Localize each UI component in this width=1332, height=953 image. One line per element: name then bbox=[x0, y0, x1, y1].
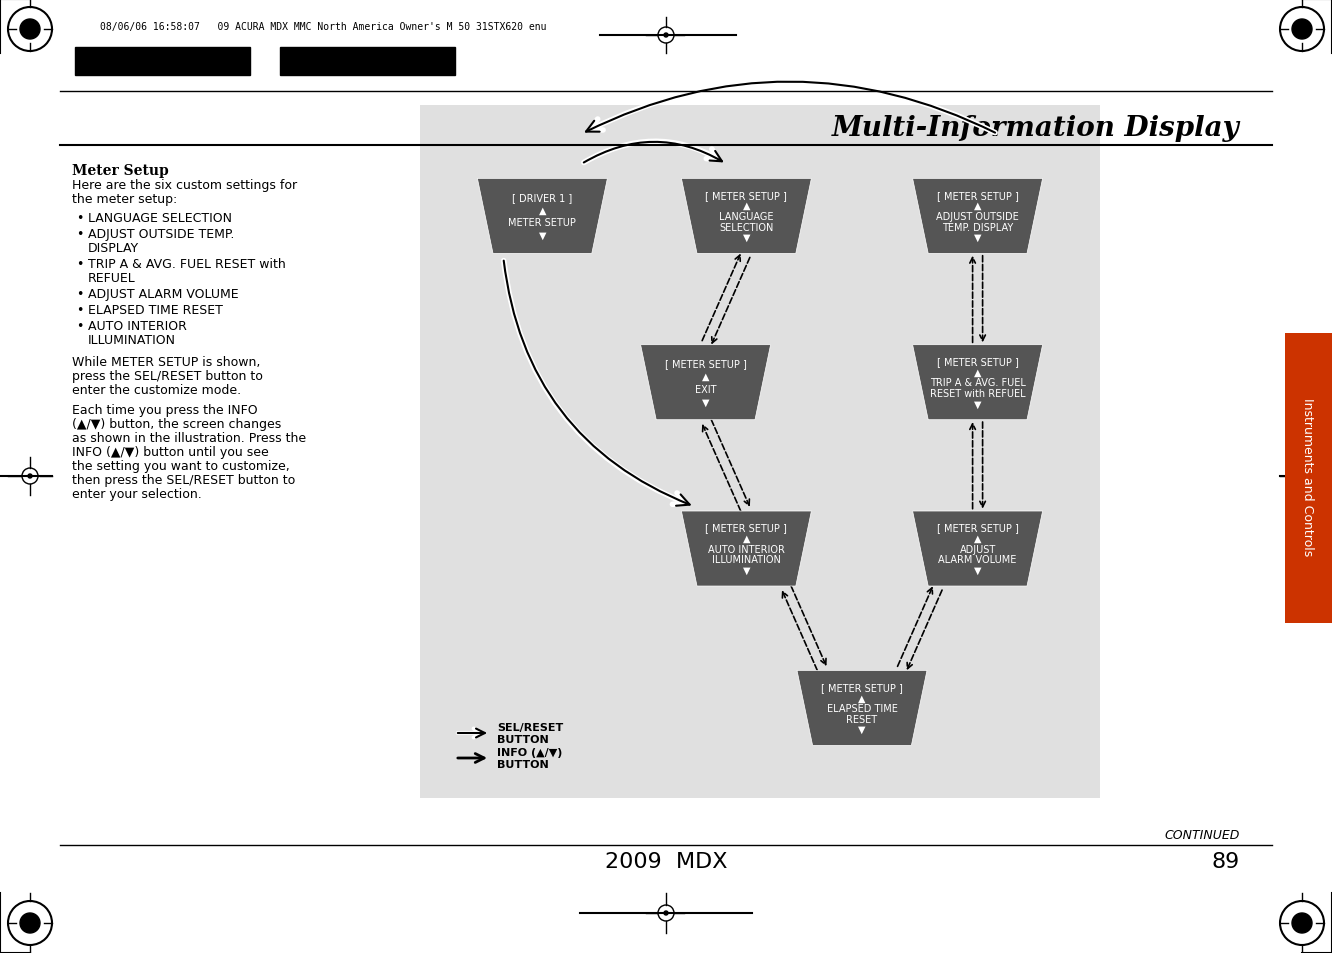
Text: ILLUMINATION: ILLUMINATION bbox=[713, 555, 781, 564]
Text: ▲: ▲ bbox=[974, 201, 982, 211]
Text: the setting you want to customize,: the setting you want to customize, bbox=[72, 459, 290, 473]
Text: LANGUAGE SELECTION: LANGUAGE SELECTION bbox=[88, 212, 232, 225]
Text: ▼: ▼ bbox=[858, 724, 866, 735]
Text: ▲: ▲ bbox=[743, 201, 750, 211]
Text: ▲: ▲ bbox=[538, 205, 546, 215]
Text: •: • bbox=[76, 319, 84, 333]
Circle shape bbox=[20, 20, 40, 40]
Text: •: • bbox=[76, 304, 84, 316]
Text: then press the SEL/RESET button to: then press the SEL/RESET button to bbox=[72, 474, 296, 486]
Text: the meter setup:: the meter setup: bbox=[72, 193, 177, 206]
Bar bbox=[420, 106, 1100, 799]
Text: as shown in the illustration. Press the: as shown in the illustration. Press the bbox=[72, 432, 306, 444]
Text: ▼: ▼ bbox=[974, 233, 982, 243]
FancyBboxPatch shape bbox=[75, 48, 250, 76]
Text: [ METER SETUP ]: [ METER SETUP ] bbox=[706, 191, 787, 200]
Polygon shape bbox=[912, 345, 1043, 420]
Text: (▲/▼) button, the screen changes: (▲/▼) button, the screen changes bbox=[72, 417, 281, 431]
Text: [ DRIVER 1 ]: [ DRIVER 1 ] bbox=[513, 193, 573, 203]
Text: LANGUAGE: LANGUAGE bbox=[719, 212, 774, 222]
Text: ELAPSED TIME: ELAPSED TIME bbox=[827, 703, 898, 713]
Text: SEL/RESET
BUTTON: SEL/RESET BUTTON bbox=[497, 722, 563, 744]
Text: INFO (▲/▼) button until you see: INFO (▲/▼) button until you see bbox=[72, 446, 269, 458]
Text: ADJUST OUTSIDE TEMP.: ADJUST OUTSIDE TEMP. bbox=[88, 228, 234, 241]
FancyBboxPatch shape bbox=[280, 48, 456, 76]
Text: ▲: ▲ bbox=[858, 693, 866, 702]
Text: enter the customize mode.: enter the customize mode. bbox=[72, 384, 241, 396]
Text: DISPLAY: DISPLAY bbox=[88, 242, 139, 254]
Text: ▼: ▼ bbox=[743, 565, 750, 576]
Text: Meter Setup: Meter Setup bbox=[72, 164, 169, 178]
Text: ▼: ▼ bbox=[974, 399, 982, 409]
Text: ▼: ▼ bbox=[702, 396, 710, 407]
Text: [ METER SETUP ]: [ METER SETUP ] bbox=[936, 523, 1019, 533]
Text: ADJUST ALARM VOLUME: ADJUST ALARM VOLUME bbox=[88, 288, 238, 301]
Text: ADJUST OUTSIDE: ADJUST OUTSIDE bbox=[936, 212, 1019, 222]
Text: RESET: RESET bbox=[846, 714, 878, 723]
Text: ▼: ▼ bbox=[974, 565, 982, 576]
Text: [ METER SETUP ]: [ METER SETUP ] bbox=[665, 358, 746, 369]
Text: Here are the six custom settings for: Here are the six custom settings for bbox=[72, 179, 297, 192]
Polygon shape bbox=[641, 345, 771, 420]
Text: ADJUST: ADJUST bbox=[959, 544, 996, 554]
Circle shape bbox=[28, 475, 32, 478]
Text: •: • bbox=[76, 257, 84, 271]
Text: press the SEL/RESET button to: press the SEL/RESET button to bbox=[72, 370, 262, 382]
Text: Each time you press the INFO: Each time you press the INFO bbox=[72, 403, 257, 416]
Text: AUTO INTERIOR: AUTO INTERIOR bbox=[88, 319, 186, 333]
Text: ▲: ▲ bbox=[743, 534, 750, 543]
Circle shape bbox=[663, 911, 669, 915]
Text: ELAPSED TIME RESET: ELAPSED TIME RESET bbox=[88, 304, 222, 316]
Text: TEMP. DISPLAY: TEMP. DISPLAY bbox=[942, 222, 1014, 233]
Text: ▼: ▼ bbox=[538, 231, 546, 241]
Text: [ METER SETUP ]: [ METER SETUP ] bbox=[936, 356, 1019, 367]
Text: •: • bbox=[76, 288, 84, 301]
Text: 2009  MDX: 2009 MDX bbox=[605, 851, 727, 871]
Polygon shape bbox=[477, 179, 607, 254]
Text: CONTINUED: CONTINUED bbox=[1164, 828, 1240, 841]
Circle shape bbox=[1292, 913, 1312, 933]
Text: EXIT: EXIT bbox=[695, 384, 717, 395]
Text: [ METER SETUP ]: [ METER SETUP ] bbox=[821, 682, 903, 692]
Polygon shape bbox=[682, 512, 811, 586]
Text: SELECTION: SELECTION bbox=[719, 222, 774, 233]
Text: ALARM VOLUME: ALARM VOLUME bbox=[939, 555, 1016, 564]
Text: TRIP A & AVG. FUEL RESET with: TRIP A & AVG. FUEL RESET with bbox=[88, 257, 286, 271]
Text: 08/06/06 16:58:07   09 ACURA MDX MMC North America Owner's M 50 31STX620 enu: 08/06/06 16:58:07 09 ACURA MDX MMC North… bbox=[100, 22, 546, 32]
Polygon shape bbox=[912, 512, 1043, 586]
Polygon shape bbox=[682, 179, 811, 254]
Text: ▲: ▲ bbox=[974, 534, 982, 543]
Text: enter your selection.: enter your selection. bbox=[72, 488, 201, 500]
Circle shape bbox=[1292, 20, 1312, 40]
Text: ILLUMINATION: ILLUMINATION bbox=[88, 334, 176, 347]
Text: ▼: ▼ bbox=[743, 233, 750, 243]
Text: TRIP A & AVG. FUEL: TRIP A & AVG. FUEL bbox=[930, 377, 1026, 388]
Text: METER SETUP: METER SETUP bbox=[509, 218, 577, 228]
Text: REFUEL: REFUEL bbox=[88, 272, 136, 285]
Text: INFO (▲/▼)
BUTTON: INFO (▲/▼) BUTTON bbox=[497, 747, 562, 769]
Text: [ METER SETUP ]: [ METER SETUP ] bbox=[706, 523, 787, 533]
Text: ▲: ▲ bbox=[702, 372, 710, 381]
Bar bbox=[1285, 334, 1332, 623]
Text: While METER SETUP is shown,: While METER SETUP is shown, bbox=[72, 355, 260, 369]
Circle shape bbox=[1300, 475, 1304, 478]
Polygon shape bbox=[912, 179, 1043, 254]
Polygon shape bbox=[797, 671, 927, 745]
Text: Multi-Information Display: Multi-Information Display bbox=[832, 115, 1240, 142]
Text: AUTO INTERIOR: AUTO INTERIOR bbox=[709, 544, 785, 554]
Text: RESET with REFUEL: RESET with REFUEL bbox=[930, 389, 1026, 398]
Circle shape bbox=[20, 913, 40, 933]
Text: [ METER SETUP ]: [ METER SETUP ] bbox=[936, 191, 1019, 200]
Circle shape bbox=[663, 34, 669, 38]
Text: •: • bbox=[76, 212, 84, 225]
Text: ▲: ▲ bbox=[974, 367, 982, 377]
Text: •: • bbox=[76, 228, 84, 241]
Text: Instruments and Controls: Instruments and Controls bbox=[1301, 397, 1315, 556]
Text: 89: 89 bbox=[1212, 851, 1240, 871]
